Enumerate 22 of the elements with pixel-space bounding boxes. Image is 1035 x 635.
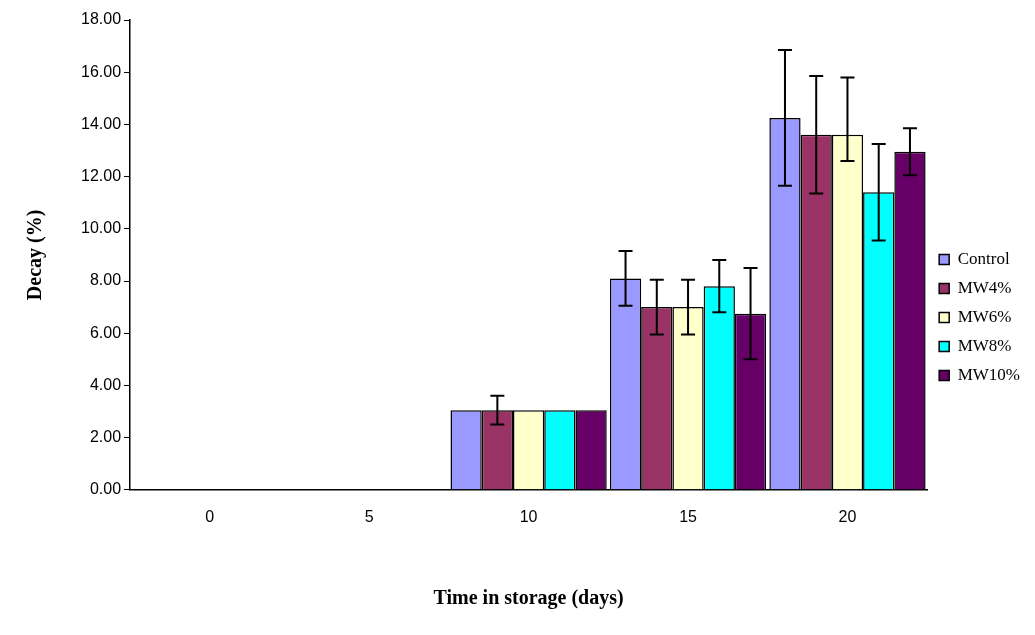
y-tick-label: 2.00 <box>89 428 122 446</box>
y-tick-label: 16.00 <box>80 62 122 80</box>
legend-label: Control <box>957 248 1010 268</box>
x-tick-label: 5 <box>364 507 374 525</box>
x-tick-label: 0 <box>205 507 215 525</box>
y-tick-label: 8.00 <box>89 271 122 289</box>
legend-label: MW10% <box>957 364 1021 384</box>
y-tick-label: 14.00 <box>80 114 122 132</box>
y-axis-title: Decay (%) <box>23 209 47 301</box>
y-tick-label: 12.00 <box>80 167 122 185</box>
y-tick-label: 10.00 <box>80 219 122 237</box>
x-tick-label: 10 <box>519 507 538 525</box>
legend-label: MW6% <box>957 306 1012 326</box>
y-tick-label: 0.00 <box>89 480 122 498</box>
y-tick-label: 4.00 <box>89 375 122 393</box>
x-tick-label: 20 <box>838 507 857 525</box>
legend-label: MW4% <box>957 277 1012 297</box>
y-tick-label: 6.00 <box>89 323 122 341</box>
y-tick-label: 18.00 <box>80 10 122 28</box>
legend-label: MW8% <box>957 335 1012 355</box>
x-axis-title: Time in storage (days) <box>433 586 624 610</box>
x-tick-label: 15 <box>679 507 698 525</box>
